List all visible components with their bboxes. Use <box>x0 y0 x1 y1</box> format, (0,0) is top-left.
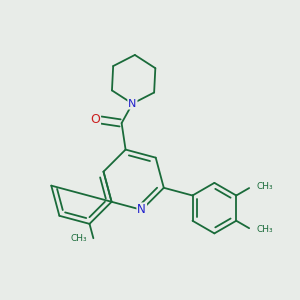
Text: CH₃: CH₃ <box>256 182 273 191</box>
Text: CH₃: CH₃ <box>256 225 273 234</box>
Text: CH₃: CH₃ <box>70 234 87 243</box>
Text: O: O <box>90 113 100 126</box>
Text: N: N <box>137 203 146 216</box>
Text: N: N <box>128 99 136 109</box>
